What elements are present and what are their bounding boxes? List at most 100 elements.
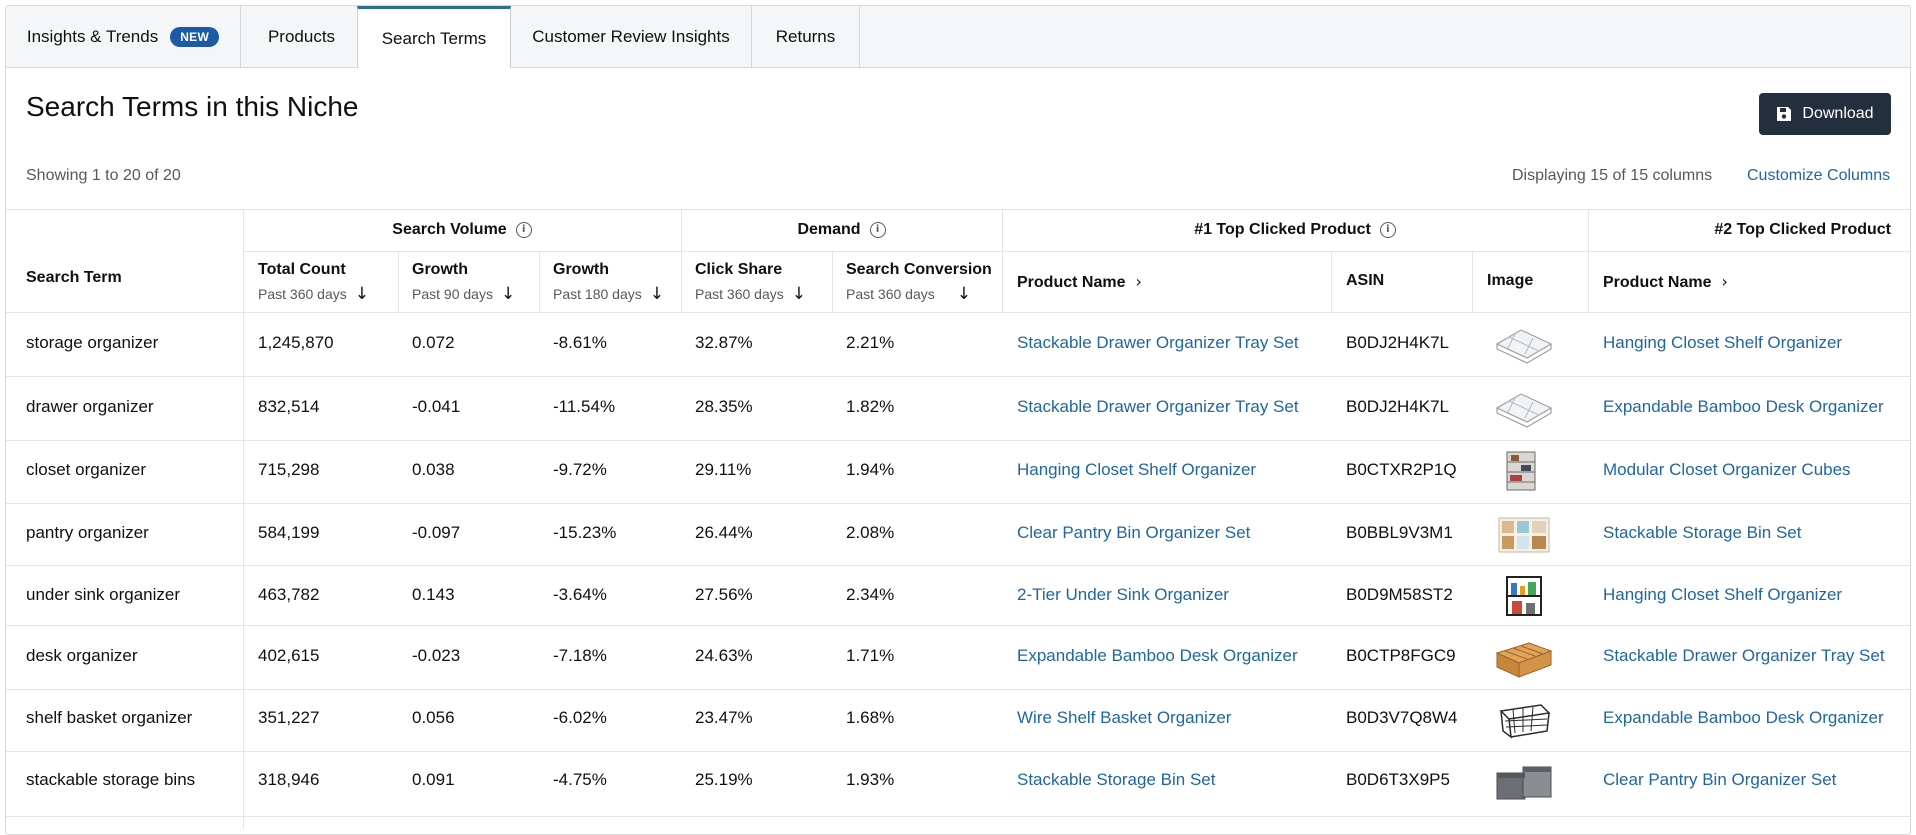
product-name-link[interactable]: Hanging Closet Shelf Organizer xyxy=(1017,460,1257,479)
growth-90-cell: 0.038 xyxy=(412,460,455,479)
product-name-link[interactable]: 2-Tier Under Sink Organizer xyxy=(1017,585,1229,604)
total-count-cell: 584,199 xyxy=(258,523,320,542)
total-count-cell: 463,782 xyxy=(258,585,320,604)
tab-insights-trends[interactable]: Insights & Trends NEW xyxy=(6,6,241,67)
search-conversion-header[interactable]: Search Conversion xyxy=(846,261,992,278)
product-image[interactable] xyxy=(1493,697,1555,741)
product-name-link[interactable]: Wire Shelf Basket Organizer xyxy=(1017,708,1232,727)
asin-cell: B0DJ2H4K7L xyxy=(1346,397,1450,416)
tab-returns[interactable]: Returns xyxy=(752,6,860,67)
growth-90-cell: -0.023 xyxy=(412,646,461,665)
click-share-cell: 29.11% xyxy=(695,460,752,479)
table-divider xyxy=(6,751,1910,752)
total-count-cell: 1,245,870 xyxy=(258,333,334,352)
sort-down-icon[interactable]: ↓ xyxy=(649,284,664,304)
product-name-link[interactable]: Expandable Bamboo Desk Organizer xyxy=(1017,646,1298,665)
product-name-2-link[interactable]: Clear Pantry Bin Organizer Set xyxy=(1603,770,1837,789)
click-share-cell: 24.63% xyxy=(695,646,753,665)
product-image[interactable] xyxy=(1493,759,1555,803)
product-name-link[interactable]: Stackable Drawer Organizer Tray Set xyxy=(1017,333,1299,352)
chevron-right-icon[interactable]: › xyxy=(1135,272,1142,291)
growth-180-header[interactable]: Growth xyxy=(553,261,609,278)
growth-90-cell: 0.091 xyxy=(412,770,455,789)
product-name-2-link[interactable]: Stackable Drawer Organizer Tray Set xyxy=(1603,646,1885,665)
product-name-header[interactable]: Product Name › xyxy=(1017,272,1142,292)
tab-search-terms[interactable]: Search Terms xyxy=(357,6,511,68)
search-conversion-cell: 2.34% xyxy=(846,585,895,604)
download-button[interactable]: Download xyxy=(1759,93,1891,135)
product-image[interactable] xyxy=(1493,386,1555,430)
search-conversion-cell: 2.08% xyxy=(846,523,895,542)
product-name-link[interactable]: Stackable Storage Bin Set xyxy=(1017,770,1216,789)
top-clicked-1-group-header: #1 Top Clicked Product i xyxy=(1002,209,1588,251)
total-count-subheader: Past 360 days ↓ xyxy=(258,284,369,304)
growth-180-cell: -9.72% xyxy=(553,460,607,479)
tab-label: Returns xyxy=(775,26,836,46)
growth-90-cell: 0.143 xyxy=(412,585,455,604)
growth-90-cell: 0.056 xyxy=(412,708,455,727)
product-name-2-link[interactable]: Hanging Closet Shelf Organizer xyxy=(1603,585,1843,604)
period-label: Past 90 days xyxy=(412,286,493,302)
tab-customer-review-insights[interactable]: Customer Review Insights xyxy=(511,6,752,67)
search-conversion-cell: 1.71% xyxy=(846,646,895,665)
search-term-cell: under sink organizer xyxy=(26,585,181,604)
period-label: Past 180 days xyxy=(553,286,642,302)
product-image[interactable] xyxy=(1493,322,1555,366)
growth-180-cell: -4.75% xyxy=(553,770,607,789)
sort-down-icon[interactable]: ↓ xyxy=(956,284,971,304)
product-name-link[interactable]: Stackable Drawer Organizer Tray Set xyxy=(1017,397,1299,416)
column-divider xyxy=(398,251,399,312)
click-share-cell: 23.47% xyxy=(695,708,753,727)
info-icon[interactable]: i xyxy=(1379,222,1396,238)
growth-180-subheader: Past 180 days ↓ xyxy=(553,284,664,304)
search-term-cell: desk organizer xyxy=(26,646,138,665)
product-name-2-header[interactable]: Product Name › xyxy=(1603,272,1728,292)
tab-label: Customer Review Insights xyxy=(532,26,730,46)
search-term-header[interactable]: Search Term xyxy=(26,269,122,286)
growth-180-cell: -15.23% xyxy=(553,523,617,542)
growth-90-header[interactable]: Growth xyxy=(412,261,468,278)
product-name-2-link[interactable]: Expandable Bamboo Desk Organizer xyxy=(1603,397,1884,416)
info-icon[interactable]: i xyxy=(869,222,886,238)
product-name-2-link[interactable]: Stackable Storage Bin Set xyxy=(1603,523,1802,542)
growth-180-cell: -3.64% xyxy=(553,585,607,604)
total-count-header[interactable]: Total Count xyxy=(258,261,346,278)
top-clicked-2-group-header: #2 Top Clicked Product xyxy=(1588,209,1891,251)
tab-products[interactable]: Products xyxy=(241,6,363,67)
asin-cell: B0CTXR2P1Q xyxy=(1346,460,1457,479)
sort-down-icon[interactable]: ↓ xyxy=(354,284,369,304)
search-conversion-cell: 1.68% xyxy=(846,708,895,727)
product-image[interactable] xyxy=(1493,512,1555,556)
download-label: Download xyxy=(1802,105,1874,122)
product-name-link[interactable]: Clear Pantry Bin Organizer Set xyxy=(1017,523,1251,542)
group-label: #1 Top Clicked Product xyxy=(1194,221,1371,238)
sort-down-icon[interactable]: ↓ xyxy=(500,284,516,304)
table-divider xyxy=(6,209,1910,210)
product-name-2-link[interactable]: Expandable Bamboo Desk Organizer xyxy=(1603,708,1884,727)
click-share-cell: 28.35% xyxy=(695,397,753,416)
info-icon[interactable]: i xyxy=(515,222,532,238)
new-badge: NEW xyxy=(170,26,220,47)
asin-cell: B0BBL9V3M1 xyxy=(1346,523,1453,542)
search-term-cell: stackable storage bins xyxy=(26,770,196,789)
asin-cell: B0D6T3X9P5 xyxy=(1346,770,1450,789)
asin-cell: B0D9M58ST2 xyxy=(1346,585,1453,604)
click-share-header[interactable]: Click Share xyxy=(695,261,783,278)
search-term-cell: closet organizer xyxy=(26,460,147,479)
image-header: Image xyxy=(1487,272,1534,289)
click-share-cell: 26.44% xyxy=(695,523,753,542)
tab-bar: Insights & Trends NEW Products Search Te… xyxy=(6,6,1910,68)
table-divider xyxy=(6,376,1910,377)
group-label: #2 Top Clicked Product xyxy=(1714,221,1891,238)
sort-down-icon[interactable]: ↓ xyxy=(791,284,806,304)
customize-columns-link[interactable]: Customize Columns xyxy=(1747,167,1891,184)
table-divider xyxy=(243,251,1910,252)
product-name-2-link[interactable]: Modular Closet Organizer Cubes xyxy=(1603,460,1851,479)
product-image[interactable] xyxy=(1493,449,1555,493)
search-term-cell: shelf basket organizer xyxy=(26,708,193,727)
product-image[interactable] xyxy=(1493,574,1555,618)
page-title: Search Terms in this Niche xyxy=(26,91,359,122)
product-name-2-link[interactable]: Hanging Closet Shelf Organizer xyxy=(1603,333,1843,352)
product-image[interactable] xyxy=(1493,635,1555,679)
chevron-right-icon[interactable]: › xyxy=(1721,272,1728,291)
